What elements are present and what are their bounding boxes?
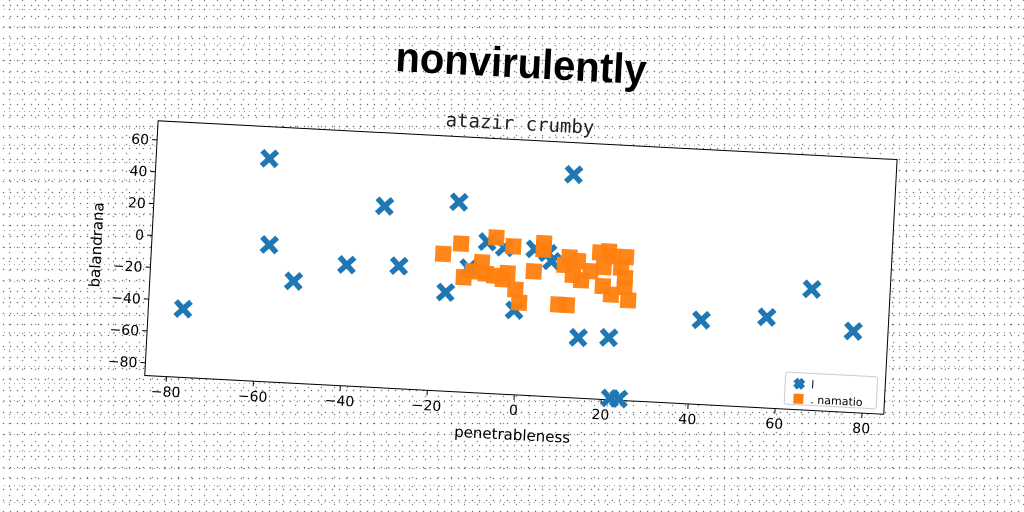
y-axis-label: balandrana <box>85 202 107 288</box>
x-tick-label: 0 <box>509 403 519 419</box>
y-tick-label: −40 <box>111 290 141 308</box>
point-series-namatio <box>616 278 633 296</box>
point-series-namatio <box>617 248 635 266</box>
point-series-namatio <box>582 262 599 280</box>
x-tick-label: −20 <box>411 398 441 416</box>
point-series-l <box>691 310 711 330</box>
legend-box <box>783 371 879 410</box>
x-tick-label: 60 <box>765 416 784 433</box>
y-tick-label: 40 <box>129 163 148 180</box>
point-series-l <box>259 235 280 255</box>
point-series-namatio <box>556 256 574 274</box>
point-series-l <box>564 164 584 185</box>
point-series-l <box>389 256 409 276</box>
data-marks <box>173 148 863 409</box>
legend-label: l <box>811 378 815 391</box>
point-series-l <box>599 327 619 348</box>
point-series-namatio <box>434 245 452 263</box>
point-series-l <box>283 271 304 291</box>
y-tick-label: −60 <box>109 322 139 340</box>
point-series-l <box>374 196 395 216</box>
point-series-l <box>843 321 863 341</box>
legend-marker <box>793 393 804 404</box>
y-tick-label: 20 <box>127 195 146 212</box>
x-tick-label: 80 <box>852 421 871 438</box>
point-series-l <box>757 307 777 327</box>
point-series-l <box>568 327 588 348</box>
point-series-namatio <box>473 253 491 271</box>
point-series-namatio <box>595 258 613 276</box>
point-series-namatio <box>602 286 620 303</box>
point-series-namatio <box>452 235 470 253</box>
x-tick-label: −80 <box>150 384 180 402</box>
x-tick-label: 20 <box>591 407 610 424</box>
x-axis-label: penetrableness <box>454 423 571 447</box>
legend-marker <box>793 377 806 390</box>
point-series-l <box>802 279 822 299</box>
point-series-namatio <box>506 281 524 298</box>
y-tick-label: −20 <box>112 258 142 276</box>
point-series-l <box>173 299 193 319</box>
point-series-namatio <box>499 264 516 282</box>
plot-area <box>144 120 898 415</box>
x-tick-label: 40 <box>678 411 697 428</box>
point-series-namatio <box>510 294 528 311</box>
point-series-l <box>336 255 357 275</box>
point-series-namatio <box>525 262 543 280</box>
point-series-l <box>608 389 629 409</box>
point-series-l <box>435 282 456 303</box>
legend: l . namatio <box>783 371 879 410</box>
x-tick-label: −40 <box>324 393 354 411</box>
point-series-namatio <box>619 291 637 309</box>
point-series-namatio <box>558 296 576 314</box>
y-tick-label: 60 <box>131 132 150 149</box>
point-series-namatio <box>535 241 553 258</box>
point-series-l <box>449 192 469 212</box>
point-series-namatio <box>504 237 522 255</box>
y-tick-label: −80 <box>107 354 137 372</box>
point-series-namatio <box>487 229 505 246</box>
axis-ticks: −80 −60 −40 −20 0 20 40 60 80 −80 −60 −40 −20 0 20 40 60 <box>107 132 871 438</box>
legend-label: . namatio <box>810 393 863 409</box>
point-series-l <box>259 148 280 169</box>
x-tick-label: −60 <box>237 388 267 406</box>
y-tick-label: 0 <box>135 228 145 244</box>
point-series-namatio <box>569 252 587 270</box>
